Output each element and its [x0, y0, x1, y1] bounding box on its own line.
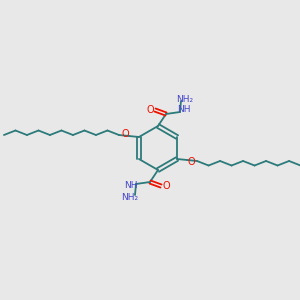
Text: NH₂: NH₂	[122, 193, 139, 202]
Text: O: O	[121, 129, 129, 139]
Text: NH₂: NH₂	[176, 94, 194, 103]
Text: O: O	[187, 157, 195, 167]
Text: NH: NH	[177, 106, 191, 115]
Text: O: O	[146, 105, 154, 115]
Text: NH: NH	[124, 182, 138, 190]
Text: O: O	[162, 181, 170, 191]
